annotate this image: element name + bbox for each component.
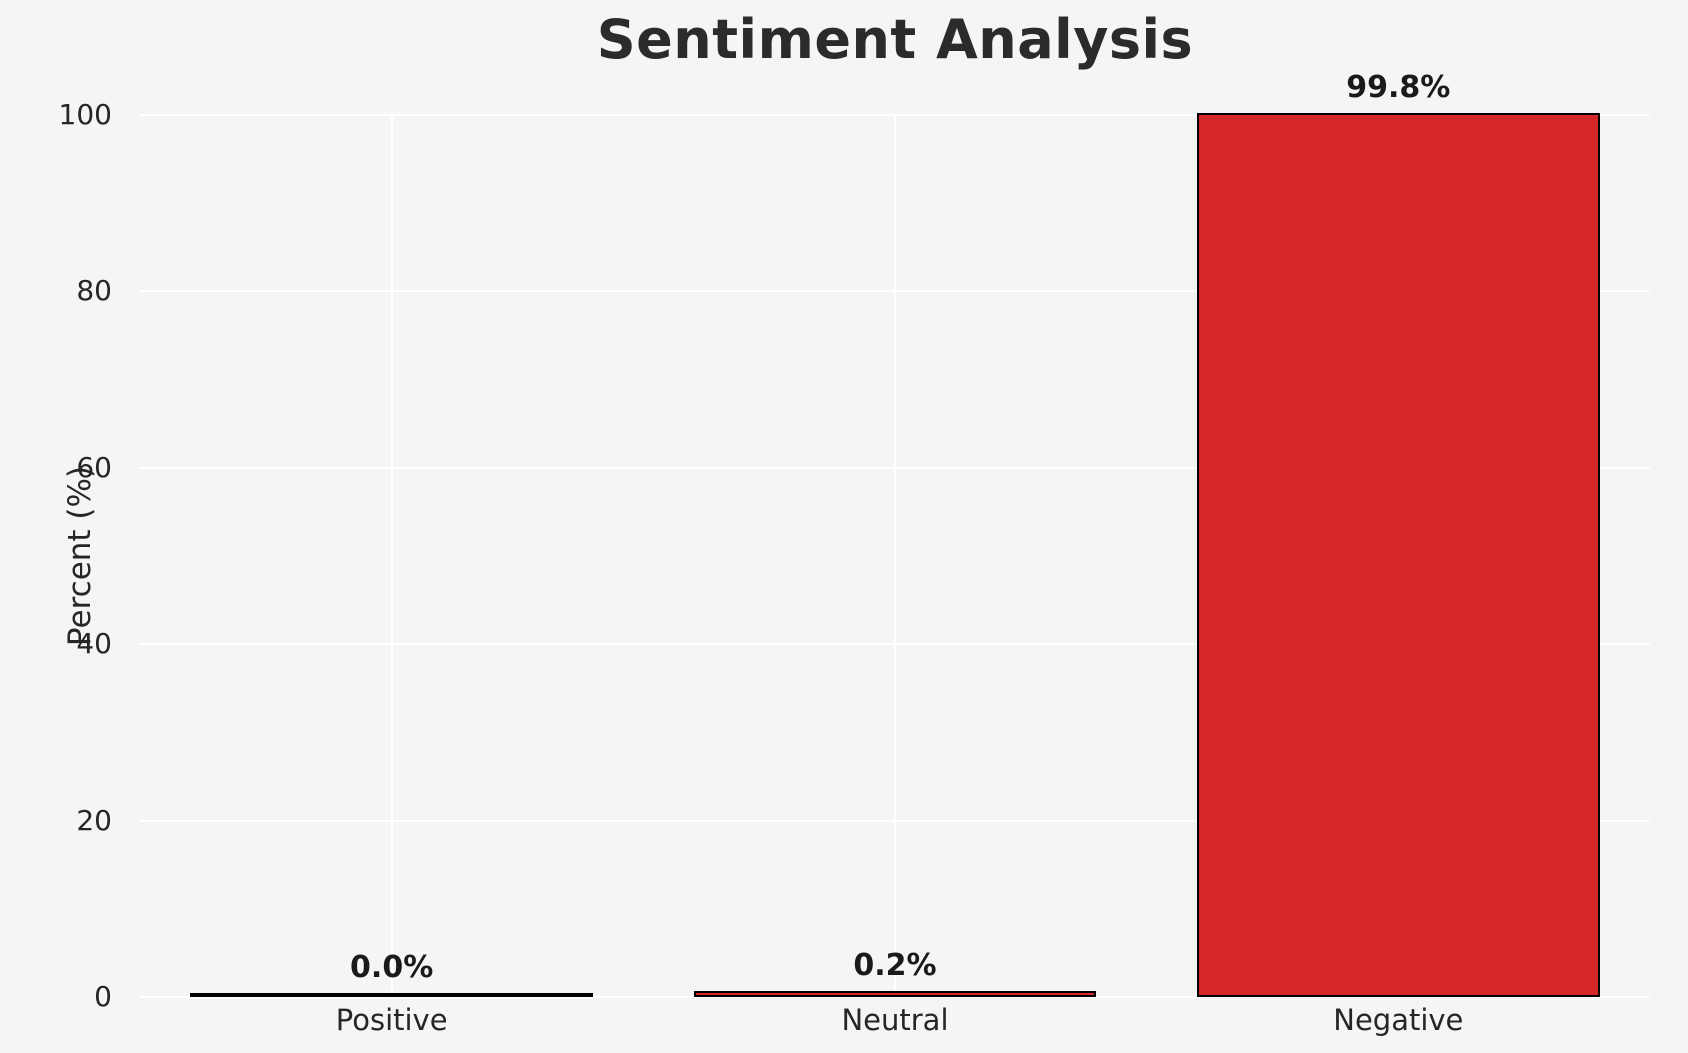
chart-title: Sentiment Analysis xyxy=(596,8,1194,71)
bar-positive xyxy=(190,993,593,997)
x-tick-label-positive: Positive xyxy=(335,1003,448,1037)
y-tick-label-0: 0 xyxy=(94,980,112,1013)
bar-value-label-positive: 0.0% xyxy=(350,950,434,985)
y-tick-label-80: 80 xyxy=(76,274,112,308)
v-gridline-positive xyxy=(390,115,393,997)
x-tick-label-negative: Negative xyxy=(1333,1003,1464,1037)
v-gridline-neutral xyxy=(894,115,896,997)
h-gridline-0 xyxy=(140,996,1650,998)
bar-neutral xyxy=(693,991,1097,997)
y-tick-label-20: 20 xyxy=(76,803,112,837)
y-tick-label-60: 60 xyxy=(76,450,112,484)
y-axis-label: Percent (%) xyxy=(62,465,99,647)
bar-value-label-neutral: 0.2% xyxy=(853,948,937,984)
bar-negative xyxy=(1197,112,1600,997)
x-tick-label-neutral: Neutral xyxy=(841,1003,949,1037)
y-tick-label-100: 100 xyxy=(58,98,112,131)
plot-area: 0.0% 0.2% 99.8% xyxy=(140,70,1650,998)
bar-value-label-negative: 99.8% xyxy=(1346,69,1451,105)
y-tick-label-40: 40 xyxy=(76,627,112,661)
